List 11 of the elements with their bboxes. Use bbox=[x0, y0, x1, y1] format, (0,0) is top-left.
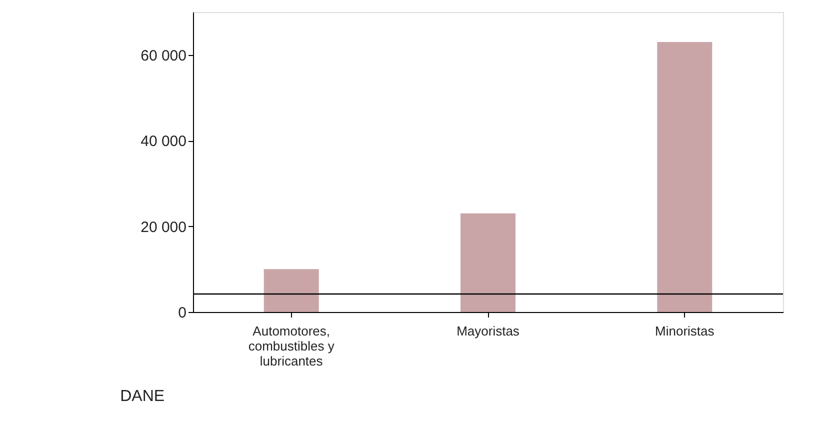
x-tick-label: Minoristas bbox=[655, 324, 715, 338]
x-tick-label: Mayoristas bbox=[456, 324, 520, 338]
x-tick-label: Automotores, combustibles y lubricantes bbox=[248, 324, 335, 368]
text: DANE bbox=[120, 388, 165, 405]
bar bbox=[657, 42, 712, 312]
y-tick-label: 40 000 bbox=[140, 133, 186, 150]
bar bbox=[264, 269, 319, 312]
y-tick-label: 20 000 bbox=[140, 218, 186, 236]
bar bbox=[460, 213, 516, 312]
y-tick-label: 0 bbox=[178, 304, 186, 322]
y-tick-label: 60 000 bbox=[140, 47, 186, 64]
